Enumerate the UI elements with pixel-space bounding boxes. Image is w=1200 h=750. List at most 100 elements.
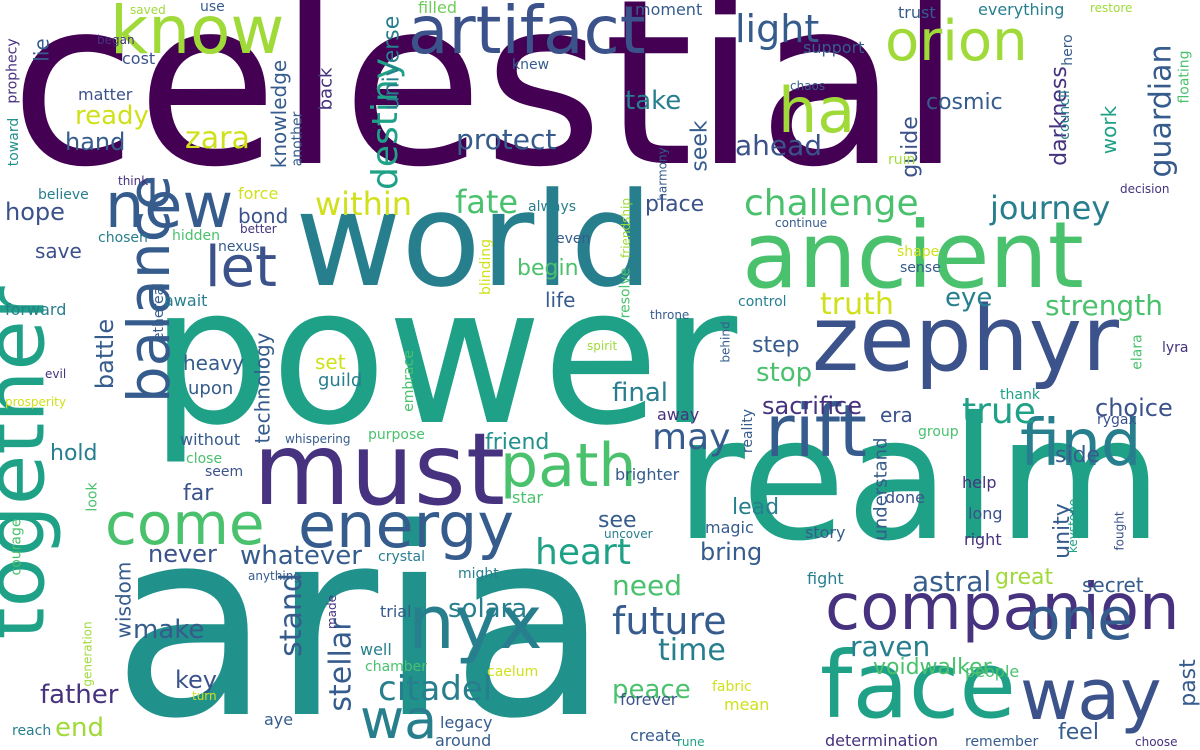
word-courage: courage bbox=[8, 518, 25, 576]
word-guardian: guardian bbox=[1143, 44, 1179, 178]
word-ethereal: ethereal bbox=[151, 282, 168, 342]
word-guide: guide bbox=[897, 116, 923, 178]
word-far: far bbox=[183, 481, 214, 506]
word-need: need bbox=[612, 569, 682, 602]
word-shape: shape bbox=[897, 244, 940, 260]
word-trial: trial bbox=[380, 602, 412, 621]
word-peace: peace bbox=[612, 675, 691, 705]
word-hope: hope bbox=[5, 198, 65, 226]
word-better: better bbox=[240, 222, 277, 236]
word-world: world bbox=[295, 164, 653, 316]
word-caelum: caelum bbox=[487, 664, 539, 680]
word-determination: determination bbox=[825, 731, 939, 750]
word-back: back bbox=[315, 67, 337, 111]
word-elara: elara bbox=[1129, 334, 1146, 370]
word-moment: moment bbox=[635, 0, 703, 19]
word-make: make bbox=[133, 615, 205, 645]
word-legacy: legacy bbox=[440, 713, 493, 732]
word-cost: cost bbox=[122, 49, 156, 68]
word-bring: bring bbox=[700, 538, 763, 566]
word-friend: friend bbox=[485, 430, 550, 455]
word-sacrifice: sacrifice bbox=[762, 392, 863, 420]
word-end: end bbox=[55, 713, 104, 743]
word-wa: wa bbox=[360, 688, 438, 750]
word-father: father bbox=[40, 680, 119, 710]
word-began: began bbox=[97, 33, 135, 47]
word-force: force bbox=[238, 184, 279, 203]
word-begin: begin bbox=[517, 256, 579, 281]
word-energy: energy bbox=[298, 489, 515, 562]
word-uncover: uncover bbox=[604, 527, 653, 541]
word-guild: guild bbox=[318, 370, 363, 391]
word-way: way bbox=[1020, 654, 1162, 736]
word-zephyr: zephyr bbox=[812, 287, 1120, 392]
word-done: done bbox=[885, 488, 925, 507]
word-path: path bbox=[500, 431, 637, 501]
word-journey: journey bbox=[990, 189, 1111, 227]
word-hold: hold bbox=[50, 441, 98, 466]
word-sense: sense bbox=[900, 260, 941, 276]
word-spirit: spirit bbox=[587, 339, 618, 353]
word-matter: matter bbox=[78, 85, 133, 104]
word-universe: universe bbox=[379, 15, 405, 111]
word-aye: aye bbox=[264, 710, 294, 729]
word-ready: ready bbox=[75, 101, 149, 131]
word-let: let bbox=[205, 235, 277, 300]
word-key: key bbox=[175, 666, 218, 694]
word-must: must bbox=[253, 411, 506, 528]
word-purpose: purpose bbox=[368, 427, 425, 443]
word-era: era bbox=[880, 403, 913, 427]
word-chamber: chamber bbox=[365, 659, 428, 675]
word-technology: technology bbox=[250, 332, 275, 444]
word-citadel: citadel bbox=[378, 669, 493, 709]
word-secret: secret bbox=[1082, 573, 1144, 597]
word-seem: seem bbox=[205, 464, 244, 480]
word-fight: fight bbox=[807, 569, 844, 588]
word-embrace: embrace bbox=[400, 350, 417, 412]
word-lead: lead bbox=[732, 495, 780, 520]
word-face: face bbox=[820, 632, 1016, 739]
word-one: one bbox=[1025, 585, 1133, 653]
word-companion: companion bbox=[825, 571, 1180, 645]
word-set: set bbox=[315, 350, 346, 374]
word-remember: remember bbox=[965, 734, 1039, 750]
word-blinding: blinding bbox=[478, 238, 495, 296]
word-ha: ha bbox=[778, 74, 856, 147]
word-right: right bbox=[964, 530, 1002, 549]
word-rygax: rygax bbox=[1097, 412, 1137, 428]
word-decision: decision bbox=[1120, 182, 1170, 196]
word-orion: orion bbox=[885, 9, 1028, 74]
word-seek: seek bbox=[687, 120, 713, 172]
word-side: side bbox=[1055, 443, 1101, 468]
word-feel: feel bbox=[1058, 720, 1099, 745]
word-reach: reach bbox=[12, 723, 52, 739]
word-heavy: heavy bbox=[183, 351, 244, 375]
word-brighter: brighter bbox=[615, 465, 680, 484]
word-place: place bbox=[645, 192, 705, 217]
word-upon: upon bbox=[188, 378, 234, 399]
word-filled: filled bbox=[418, 0, 457, 17]
word-ahead: ahead bbox=[735, 129, 823, 162]
word-group: group bbox=[918, 424, 959, 440]
word-never: never bbox=[148, 540, 217, 568]
word-come: come bbox=[105, 490, 265, 558]
word-choice: choice bbox=[1095, 394, 1173, 422]
word-hidden: hidden bbox=[172, 228, 221, 244]
word-star: star bbox=[512, 488, 543, 507]
word-fought: fought bbox=[1112, 511, 1127, 551]
word-find: find bbox=[1020, 407, 1142, 481]
word-voidwalker: voidwalker bbox=[873, 655, 992, 680]
word-harmony: harmony bbox=[655, 147, 670, 201]
word-trust: trust bbox=[898, 3, 936, 22]
word-lie: lie bbox=[29, 38, 54, 62]
word-chaos: chaos bbox=[790, 79, 826, 93]
word-may: may bbox=[652, 417, 731, 458]
word-close: close bbox=[186, 451, 223, 467]
word-artifact: artifact bbox=[408, 0, 646, 69]
word-raven: raven bbox=[850, 630, 931, 663]
word-see: see bbox=[598, 508, 637, 533]
word-solara: solara bbox=[448, 594, 528, 624]
word-always: always bbox=[528, 199, 577, 215]
word-friendship: friendship bbox=[618, 198, 633, 258]
word-crystal: crystal bbox=[378, 549, 425, 565]
